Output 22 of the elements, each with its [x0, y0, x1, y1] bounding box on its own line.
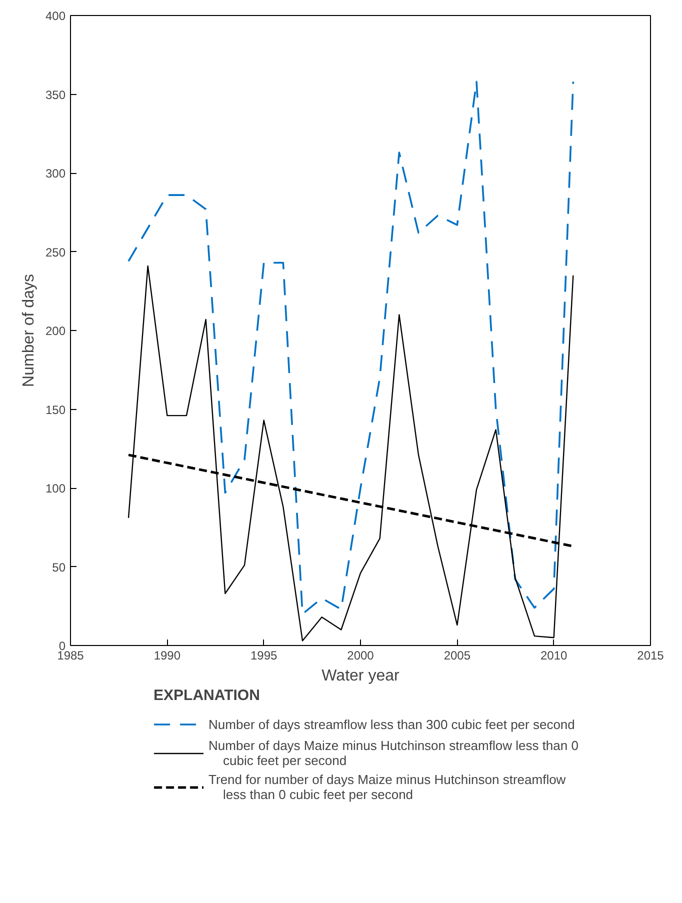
legend-label: Trend for number of days Maize minus Hutchinson streamflow less than 0 cubic feet per second	[208, 772, 566, 802]
y-tick-label: 300	[45, 166, 66, 180]
x-tick-label: 2005	[444, 648, 471, 662]
x-axis-title: Water year	[322, 668, 400, 684]
y-tick-label: 400	[45, 9, 66, 23]
y-tick-label: 50	[52, 560, 66, 574]
x-tick-label: 2010	[540, 648, 568, 662]
y-tick-label: 150	[45, 402, 66, 417]
x-tick-label: 2000	[347, 648, 374, 662]
y-tick-label: 250	[45, 245, 66, 260]
legend-label: Number of days Maize minus Hutchinson streamflow less than 0 cubic feet per second	[208, 738, 578, 768]
legend-label: Number of days streamflow less than 300 cubic feet per second	[208, 716, 575, 732]
x-tick-label: 1985	[57, 648, 84, 662]
x-tick-label: 1995	[250, 648, 278, 662]
y-tick-label: 200	[45, 324, 66, 338]
y-axis-title: Number of days	[20, 274, 38, 387]
line-series	[128, 80, 574, 615]
y-tick-label: 100	[45, 482, 66, 496]
legend-title: EXPLANATION	[154, 687, 261, 704]
x-tick-label: 2015	[637, 648, 664, 662]
x-tick-label: 1990	[154, 648, 181, 662]
y-tick-label: 350	[45, 88, 66, 102]
